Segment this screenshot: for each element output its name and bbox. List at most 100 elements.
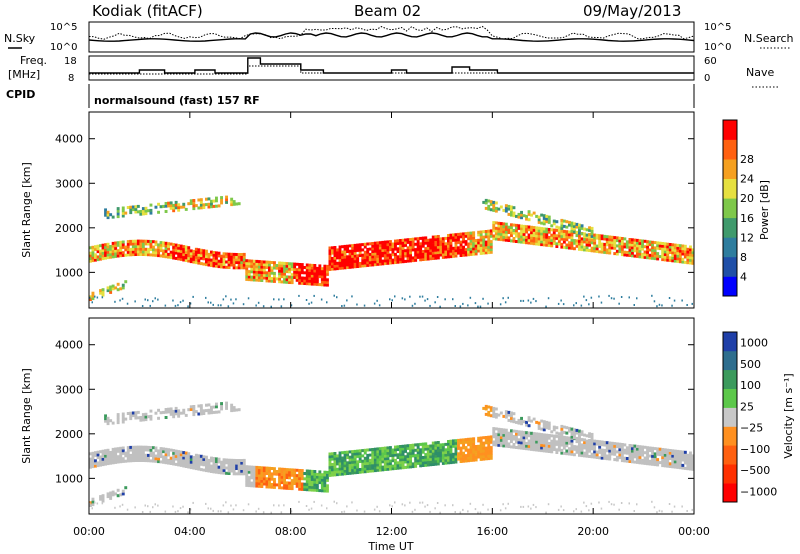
power-cell [333,254,337,257]
velocity-cell [454,455,458,459]
velocity-cell [167,453,170,457]
velocity-cell [454,439,458,443]
velocity-cell [517,432,521,436]
velocity-cell [91,462,95,466]
velocity-cell [573,433,576,437]
power-cell [454,238,458,242]
power-cell [555,225,559,229]
velocity-cell [439,456,443,460]
power-cell [535,237,539,241]
power-cell [431,243,435,247]
velocity-cell [230,461,234,465]
power-cell [298,273,302,277]
power-cell [376,252,380,256]
power-cell [260,265,264,269]
velocity-cell [568,436,571,440]
power-cell [643,250,647,254]
power-cell [520,232,523,236]
power-cell [646,256,649,260]
power-cell [504,209,508,213]
velocity-cell [673,465,677,469]
velocity-cell [129,448,133,452]
power-cell [109,255,113,259]
power-cell [651,251,654,255]
velocity-cell [136,448,140,452]
velocity-cell [668,457,672,460]
velocity-cell [96,453,100,457]
velocity-cell [678,452,682,456]
velocity-cell [104,462,107,466]
power-cell [628,246,632,249]
velocity-cell [459,454,463,458]
power-cell [189,260,193,264]
velocity-cell [633,510,635,512]
velocity-cell [406,457,410,461]
power-cell [537,220,541,224]
power-cell [290,265,294,269]
velocity-cell [131,414,135,418]
power-cell [615,244,619,248]
power-cell [225,260,228,264]
velocity-cell [497,435,501,439]
velocity-cell [547,434,551,437]
power-cell [290,262,294,266]
power-cell [300,276,304,280]
velocity-cell [363,470,367,474]
velocity-cell [482,457,486,461]
power-cell [487,302,489,305]
power-cell [444,236,448,240]
power-cell [275,264,279,267]
ytick-label: 4000 [55,339,83,352]
velocity-cell [484,441,488,445]
power-cell [225,200,228,204]
power-cell [593,247,597,250]
velocity-cell [562,430,566,434]
velocity-cell [255,465,259,469]
velocity-cell [373,450,377,454]
velocity-cell [578,437,581,441]
velocity-cell [366,469,370,473]
velocity-cell [580,430,584,434]
velocity-cell [268,482,271,486]
power-cell [585,246,589,249]
power-cell [436,256,440,260]
power-cell [169,250,173,254]
velocity-cell [487,454,491,458]
velocity-cell [570,442,574,446]
velocity-cell [227,511,230,514]
velocity-cell [520,416,523,420]
velocity-cell [431,452,435,456]
power-cell [356,246,360,250]
nsky-series [88,32,695,42]
velocity-cell [590,432,594,436]
power-cell [177,244,181,248]
velocity-cell [136,445,140,449]
power-cell [210,199,213,203]
power-cell [172,209,176,213]
power-cell [472,247,476,251]
power-cell [507,207,511,211]
velocity-cell [141,445,145,449]
noise-tick-left-bottom: 10^0 [50,42,77,53]
power-cell [230,200,234,204]
velocity-cell [260,477,264,480]
velocity-cell [328,457,332,461]
power-cell [673,248,677,252]
velocity-cell [467,437,470,441]
velocity-cell [343,453,347,457]
velocity-cell [323,489,327,493]
velocity-cell [557,440,561,444]
velocity-cell [184,454,188,458]
power-cell [194,255,198,259]
power-cell [520,213,523,217]
velocity-cell [320,478,324,482]
velocity-cell [477,452,481,456]
velocity-cell [91,457,95,461]
power-cell [454,235,458,239]
power-cell [447,252,450,256]
velocity-cell [172,454,176,458]
power-cell [479,235,483,239]
velocity-cell [409,452,412,455]
velocity-cell [104,419,107,423]
velocity-cell [328,468,332,472]
